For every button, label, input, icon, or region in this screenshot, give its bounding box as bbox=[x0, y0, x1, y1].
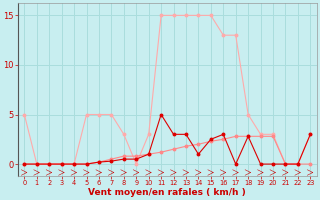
X-axis label: Vent moyen/en rafales ( km/h ): Vent moyen/en rafales ( km/h ) bbox=[88, 188, 246, 197]
